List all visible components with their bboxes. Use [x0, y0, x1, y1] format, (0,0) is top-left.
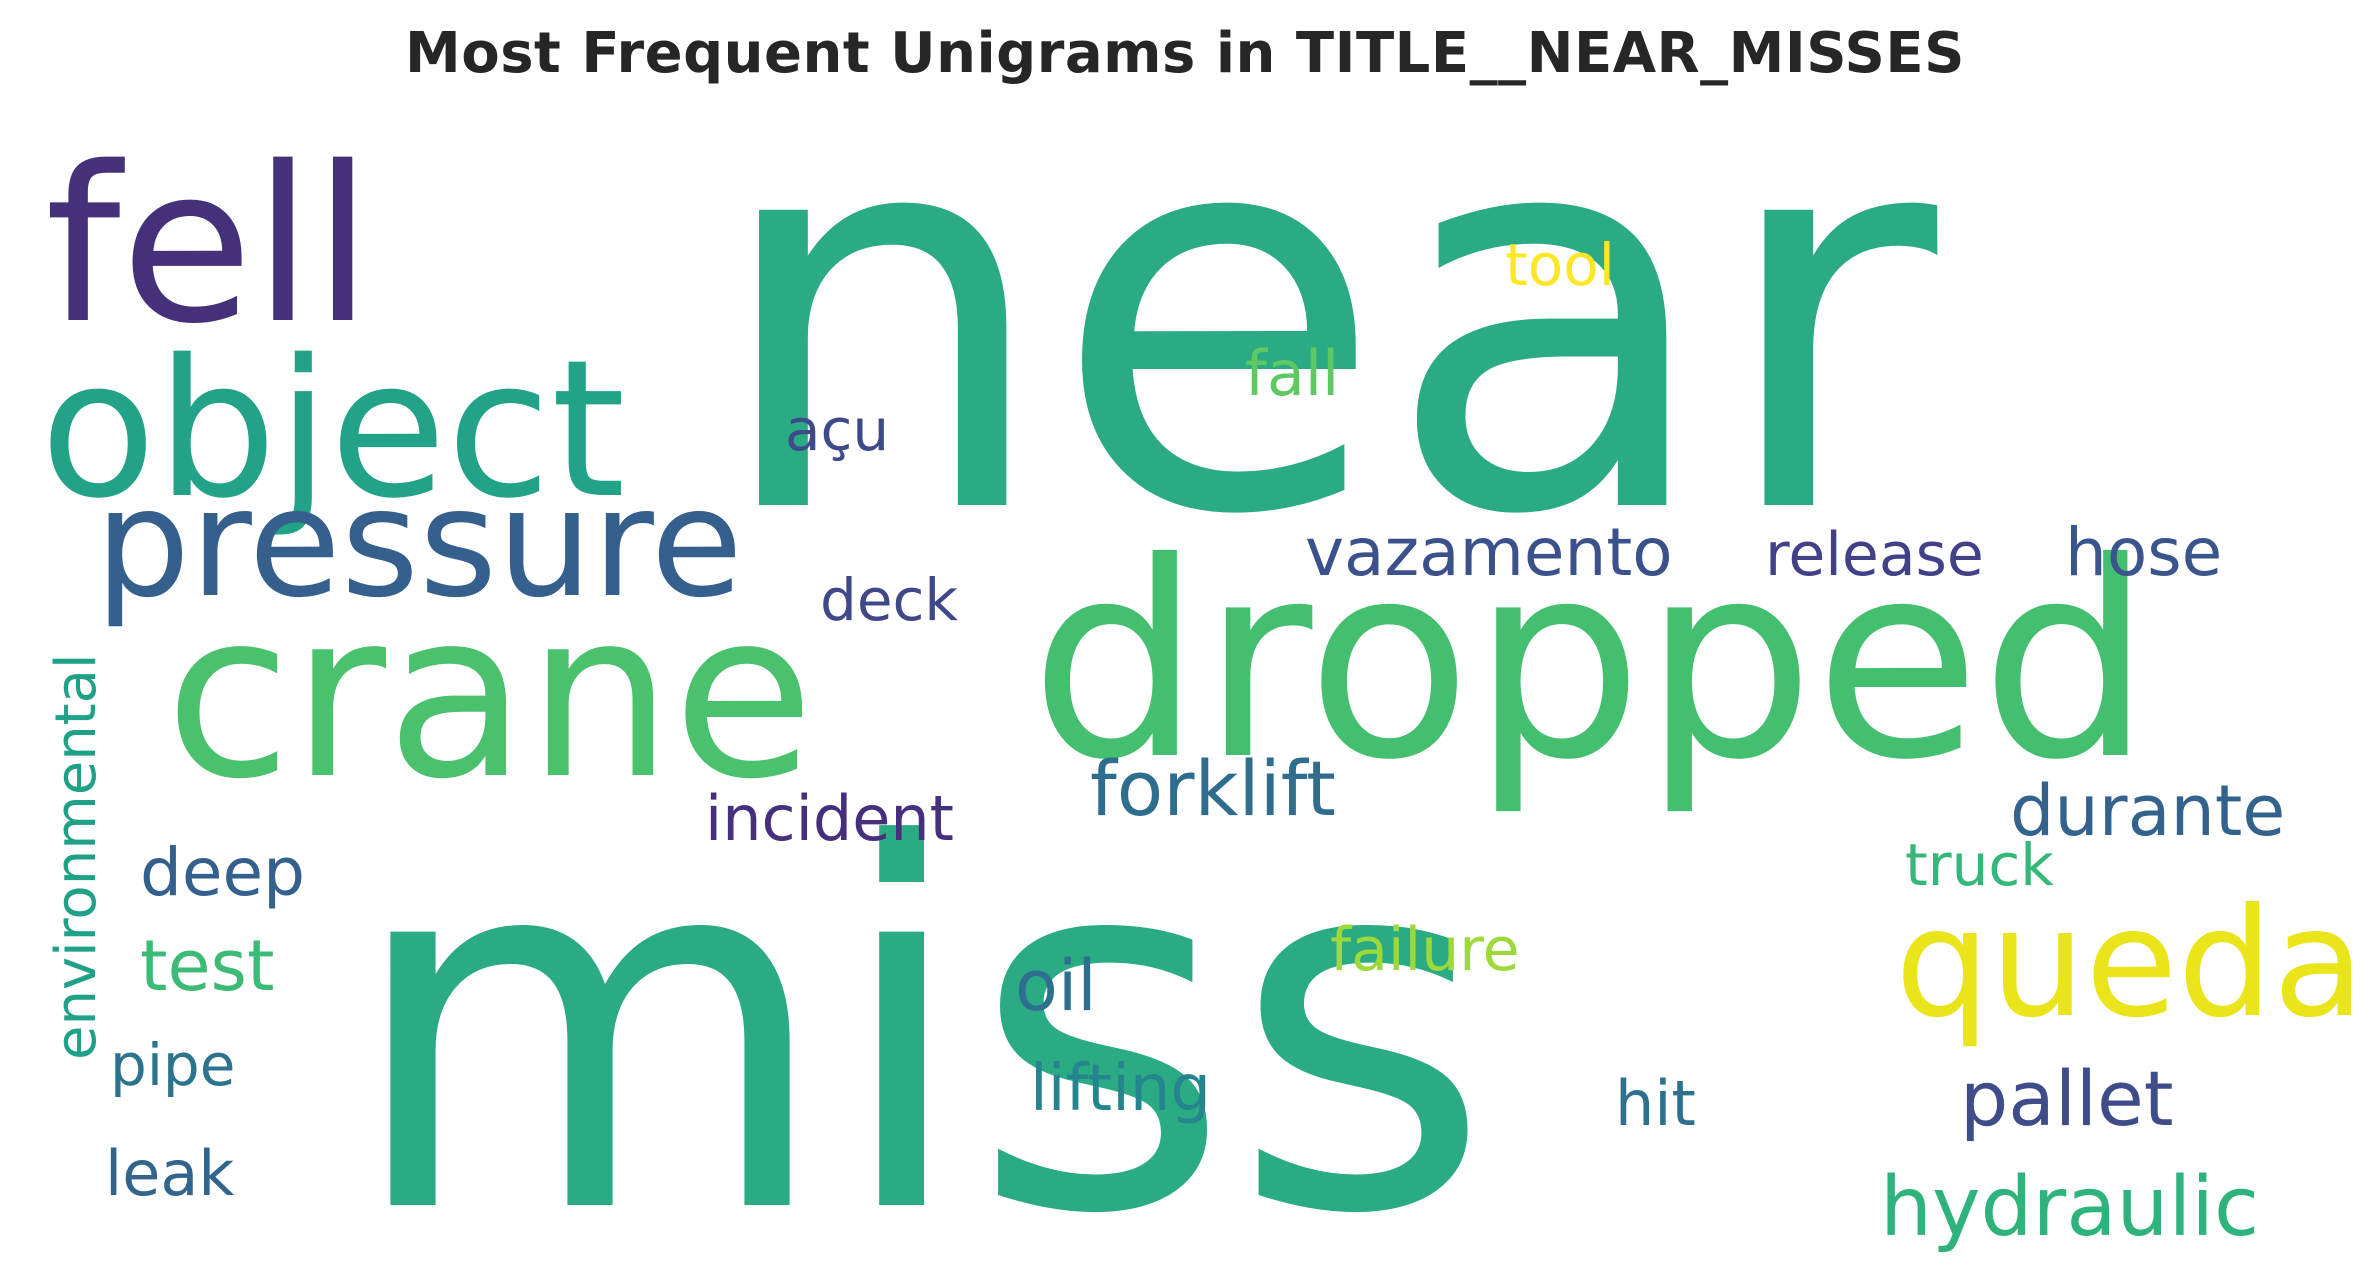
word-tool: tool	[1505, 231, 1615, 299]
word-vazamento: vazamento	[1305, 514, 1673, 591]
word-hose: hose	[2065, 514, 2222, 591]
word-pallet: pallet	[1960, 1054, 2174, 1143]
word-deep: deep	[140, 834, 305, 911]
word-fall: fall	[1245, 337, 1339, 410]
word-queda: queda	[1895, 877, 2365, 1051]
word-incident: incident	[705, 782, 954, 855]
word-fell: fell	[45, 120, 372, 371]
word-hit: hit	[1615, 1067, 1696, 1140]
word-pressure: pressure	[95, 457, 743, 631]
word-dropped: dropped	[1030, 504, 2152, 819]
chart-title: Most Frequent Unigrams in TITLE__NEAR_MI…	[405, 21, 1965, 86]
word-deck: deck	[820, 566, 958, 634]
word-forklift: forklift	[1090, 744, 1336, 833]
word-release: release	[1765, 520, 1984, 590]
word-object: object	[40, 319, 626, 540]
word-durante: durante	[2010, 770, 2285, 852]
word-truck: truck	[1905, 831, 2054, 899]
word-miss: miss	[345, 741, 1492, 1285]
word-environmental: environmental	[44, 653, 109, 1060]
word-crane: crane	[165, 563, 814, 830]
word-lifting: lifting	[1030, 1052, 1211, 1126]
word-pipe: pipe	[110, 1031, 235, 1099]
word-au: açu	[785, 396, 889, 464]
word-test: test	[140, 925, 274, 1007]
word-failure: failure	[1330, 915, 1520, 985]
word-near: near	[710, 5, 1943, 633]
word-hydraulic: hydraulic	[1880, 1160, 2259, 1255]
word-leak: leak	[105, 1137, 234, 1210]
word-oil: oil	[1015, 945, 1097, 1027]
